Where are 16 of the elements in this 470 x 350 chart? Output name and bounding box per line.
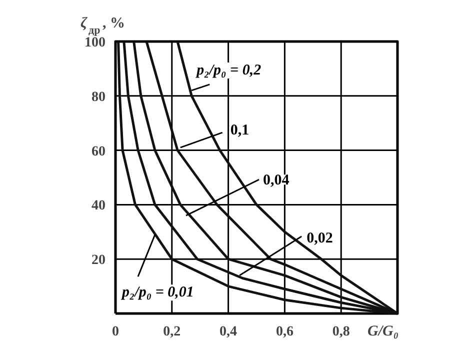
annotation: 0,04 [263,172,290,189]
x-axis-title: G/G₀ [368,324,399,340]
y-tick-label: 60 [92,144,106,160]
y-tick-label: 80 [92,90,106,105]
x-tick-label: 0,8 [332,324,350,340]
annotation: 0,02 [306,230,333,246]
annotation: p₂/p₀ = 0,01 [120,284,194,301]
x-tick-label: 0,2 [163,324,181,340]
x-tick-label: 0,4 [220,324,238,340]
annotation: p₂/p₀ = 0,2 [194,62,262,78]
x-tick-label: 0,6 [276,324,294,340]
y-tick-label: 40 [92,198,106,214]
y-tick-label: 20 [92,253,106,268]
y-tick-label: 100 [84,36,106,50]
x-tick-label: 0 [112,324,119,340]
annotation: 0,1 [230,122,250,139]
